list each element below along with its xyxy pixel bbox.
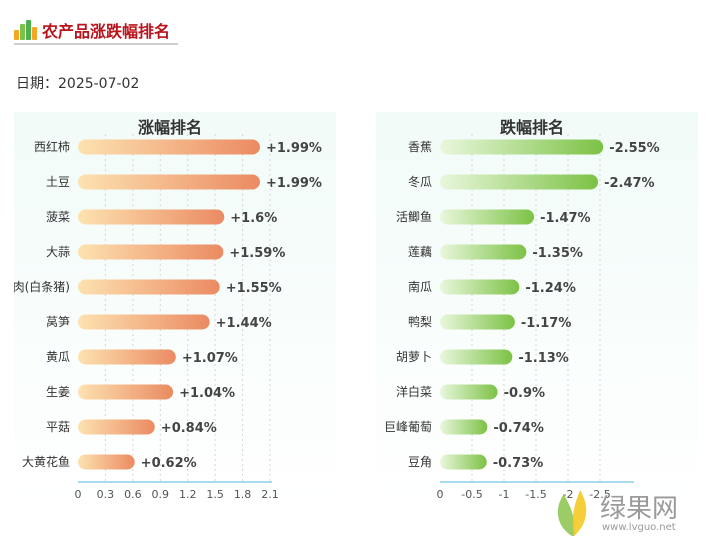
watermark: 绿果网 www.lvguo.net [552,484,702,544]
fall-bar [440,315,515,330]
fall-data-label: -1.13% [518,351,569,366]
fall-category-label: 南瓜 [408,279,432,294]
page-header: 农产品涨跌幅排名 [14,12,180,46]
fall-bar [440,210,534,225]
rise-category-label: 生姜 [46,385,70,399]
fall-bar [440,385,498,400]
rise-category-label: 菠菜 [46,210,70,224]
rise-data-label: +1.55% [226,281,282,296]
rise-category-label: 平菇 [46,420,70,434]
fall-bar [440,420,487,435]
rise-bar [78,175,260,190]
leaf-logo-icon [552,486,592,538]
fall-data-label: -2.55% [609,141,660,156]
rise-data-label: +1.6% [230,211,277,226]
fall-category-label: 豆角 [408,455,432,469]
rise-data-label: +1.99% [266,141,322,156]
fall-x-tick-label: 0 [437,488,444,501]
rise-category-label: 西红柿 [34,139,70,154]
fall-x-tick-label: -1.5 [525,488,546,501]
rise-category-label: 大蒜 [46,245,70,259]
fall-category-label: 鸭梨 [408,315,432,329]
rise-x-tick-label: 1.2 [179,488,197,501]
fall-bar [440,455,487,470]
fall-chart: 0 -0.5 -1 -1.5 -2 -2.5香蕉 -2.55%冬瓜 -2.47%活鲫鱼 -1.4… [376,112,698,504]
fall-bar [440,350,512,365]
rise-bar [78,350,176,365]
title-underline [14,43,178,45]
page-title: 农产品涨跌幅排名 [42,18,170,42]
fall-data-label: -1.35% [532,246,583,261]
rise-chart-title: 涨幅排名 [138,114,202,138]
fall-category-label: 活鲫鱼 [396,210,432,224]
rise-bar [78,140,260,155]
watermark-name: 绿果网 [600,488,678,525]
rise-x-tick-label: 0.6 [124,488,142,501]
fall-category-label: 冬瓜 [408,174,432,189]
fall-chart-panel: 跌幅排名 0 -0.5 -1 -1.5 -2 -2.5 香蕉 -2.55% 冬瓜 -2.47% 活鲫… [376,112,698,504]
fall-data-label: -0.9% [504,386,545,401]
rise-bar [78,210,224,225]
fall-bar [440,280,519,295]
rise-x-tick-label: 0.3 [97,488,115,501]
rise-bar [78,455,135,470]
rise-bar [78,420,155,435]
fall-data-label: -1.24% [525,281,576,296]
fall-bar [440,140,603,155]
rise-x-tick-label: 1.5 [206,488,224,501]
rise-chart-panel: 涨幅排名 0 0.3 0.6 0.9 1.2 1.5 1.8 2.1 西红柿 +1.99% 土豆 +1… [14,112,336,504]
fall-bar [440,245,526,260]
fall-chart-title: 跌幅排名 [500,114,564,138]
fall-bar [440,175,598,190]
watermark-url: www.lvguo.net [602,522,676,533]
fall-data-label: -1.47% [540,211,591,226]
rise-category-label: 大黄花鱼 [22,454,70,469]
rise-data-label: +0.62% [141,456,197,471]
fall-category-label: 洋白菜 [396,384,432,399]
rise-data-label: +1.59% [229,246,285,261]
rise-bar [78,245,223,260]
fall-data-label: -0.74% [493,421,544,436]
fall-x-tick-label: -1 [499,488,510,501]
date-label: 日期：2025-07-02 [16,73,139,93]
rise-bar [78,280,220,295]
rise-bar [78,385,173,400]
fall-data-label: -0.73% [493,456,543,471]
rise-x-tick-label: 0.9 [152,488,170,501]
rise-x-tick-label: 1.8 [234,488,252,501]
fall-category-label: 莲藕 [408,245,432,259]
rise-data-label: +1.04% [179,386,235,401]
fall-data-label: -1.17% [521,316,572,331]
rise-category-label: 肉(白条猪) [14,279,70,294]
fall-x-tick-label: -0.5 [461,488,482,501]
rise-data-label: +0.84% [161,421,217,436]
rise-data-label: +1.07% [182,351,238,366]
fall-category-label: 胡萝卜 [396,350,432,364]
rise-category-label: 土豆 [46,175,70,189]
rise-chart: 0 0.3 0.6 0.9 1.2 1.5 1.8 2.1 西红柿 +1.99% 土豆 +1.99% 菠… [14,112,336,504]
rise-data-label: +1.99% [266,176,322,191]
fall-category-label: 香蕉 [408,140,432,154]
bar-chart-icon [14,18,40,40]
fall-data-label: -2.47% [604,176,655,191]
rise-category-label: 莴笋 [46,314,70,329]
fall-category-label: 巨峰葡萄 [384,420,432,434]
rise-x-tick-label: 2.1 [261,488,279,501]
rise-data-label: +1.44% [216,316,272,331]
rise-x-tick-label: 0 [75,488,82,501]
rise-bar [78,315,210,330]
rise-category-label: 黄瓜 [46,350,70,364]
